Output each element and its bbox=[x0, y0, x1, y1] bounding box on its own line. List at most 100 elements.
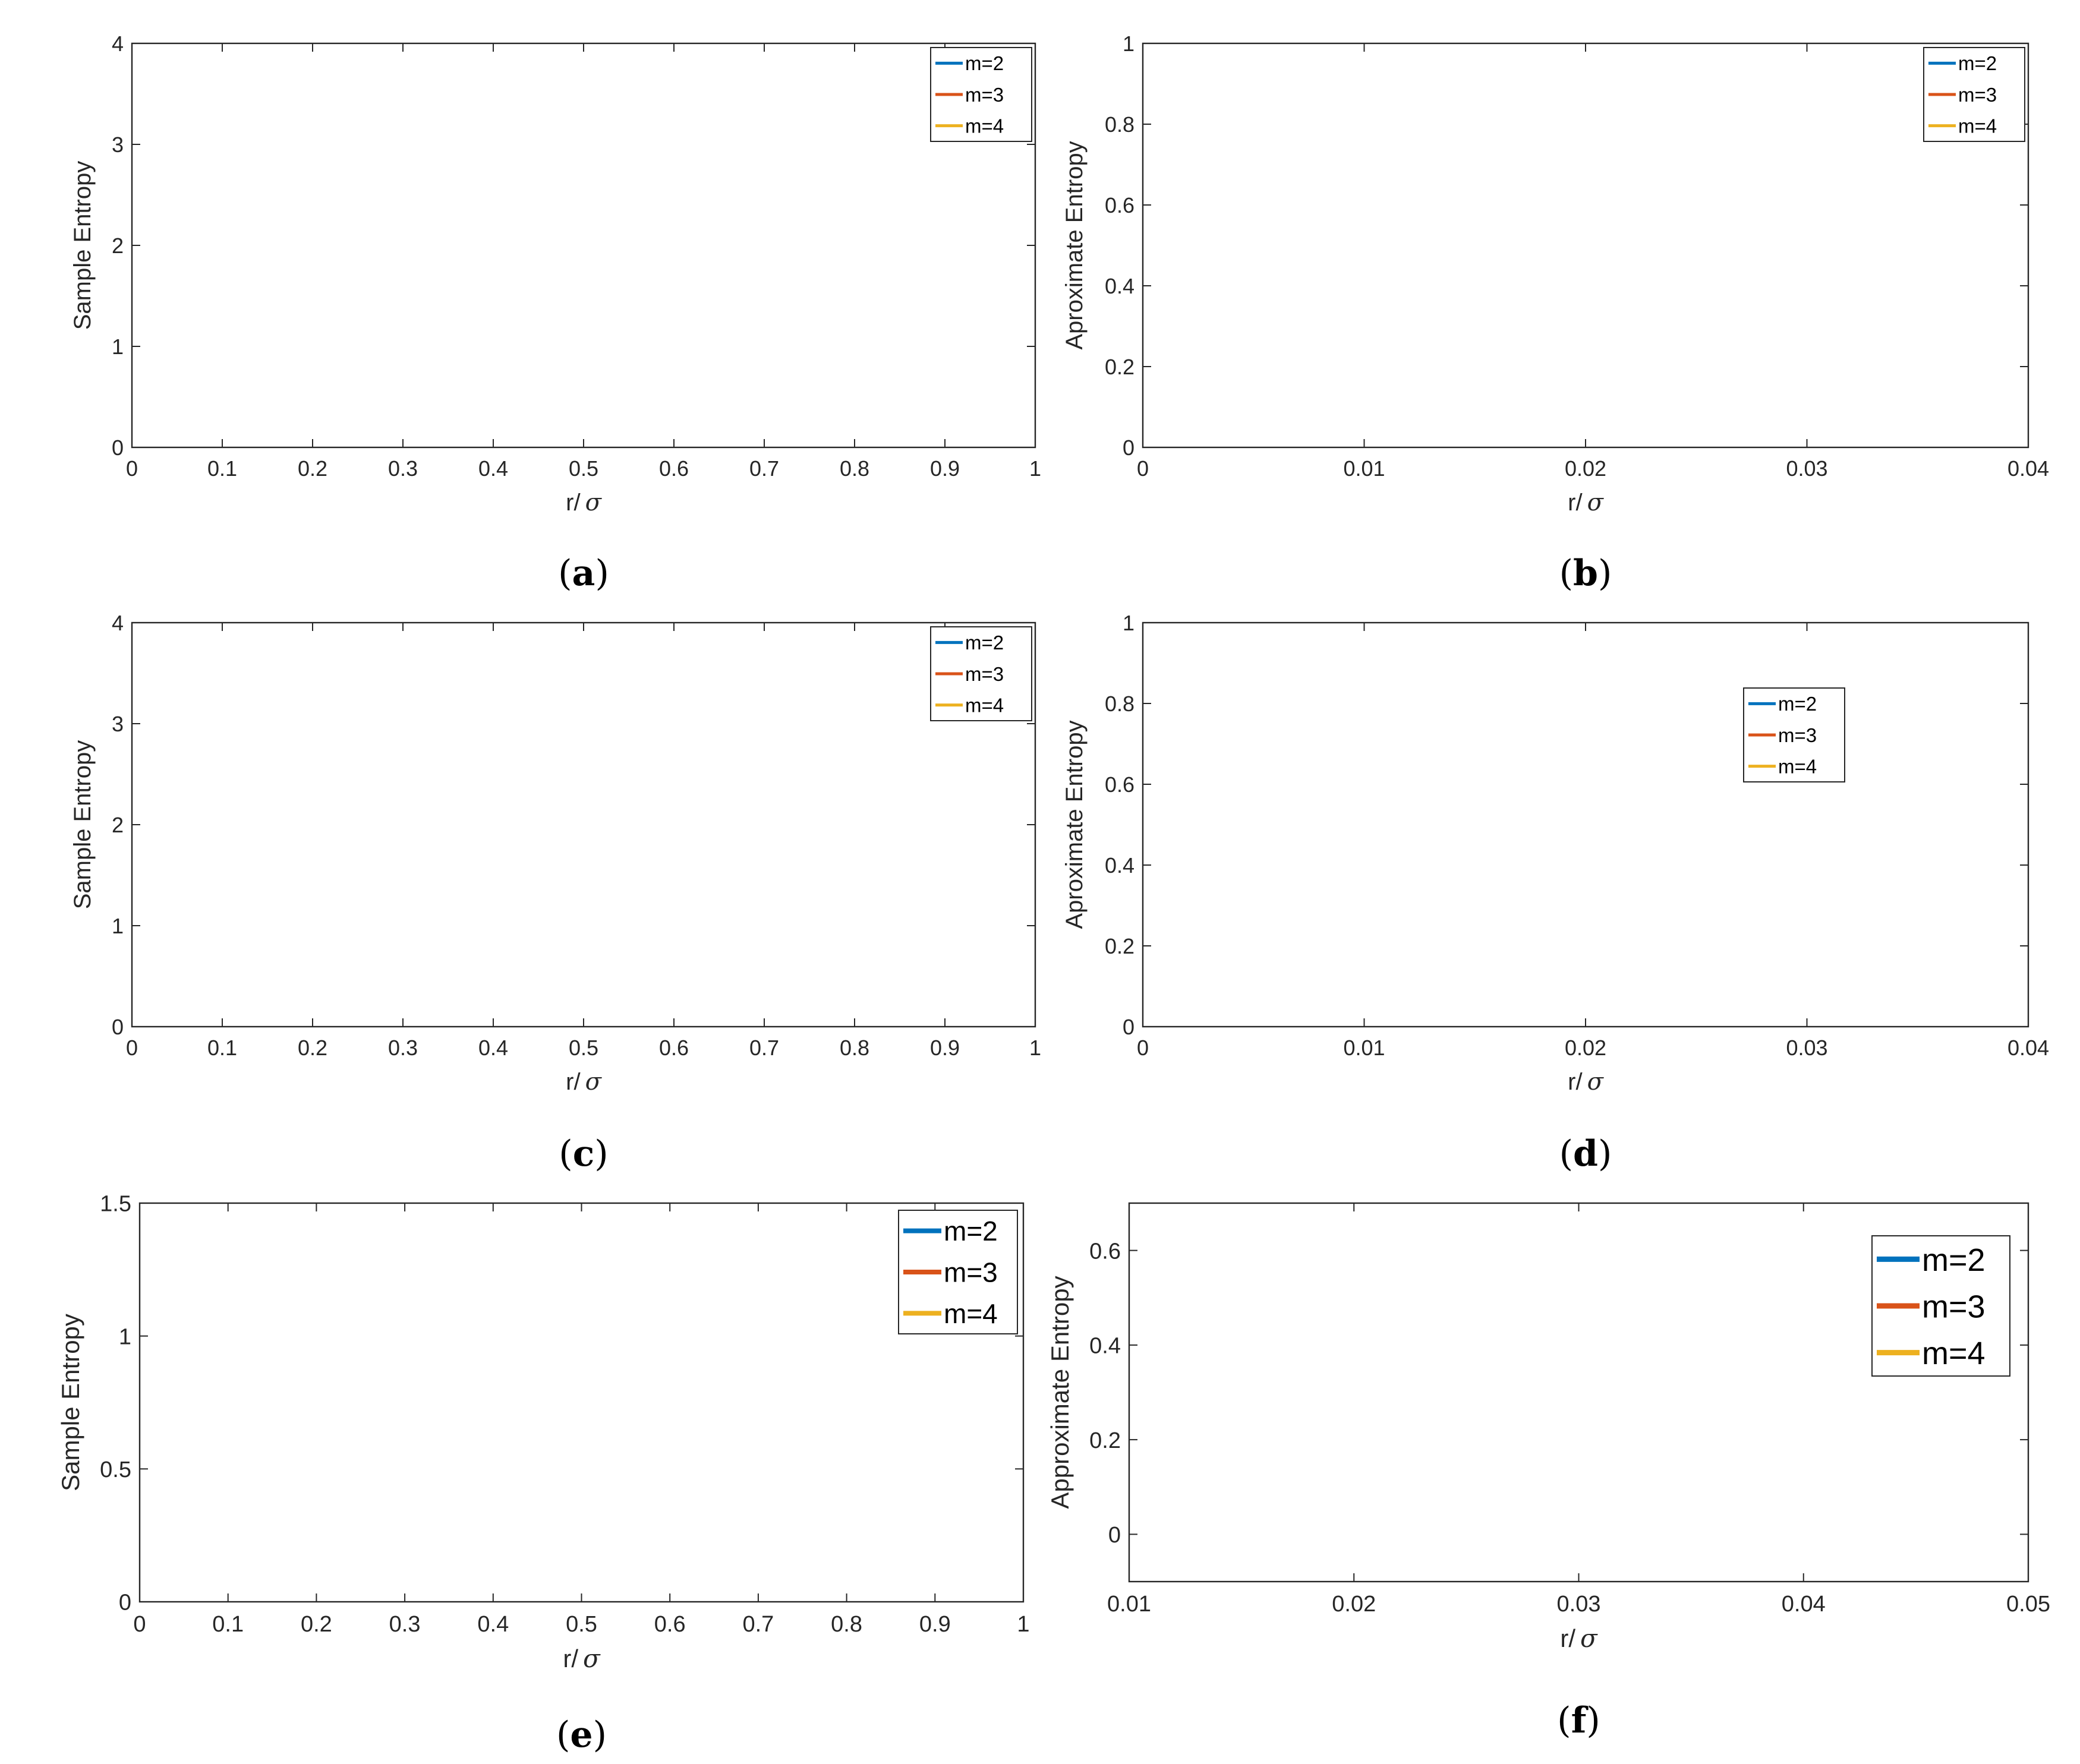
x-tick-label: 0.01 bbox=[1343, 456, 1385, 481]
x-axis-title: r/σ bbox=[566, 489, 602, 516]
x-tick-label: 0.6 bbox=[654, 1612, 686, 1637]
x-tick-label: 0.01 bbox=[1107, 1592, 1151, 1617]
x-tick-label: 0.4 bbox=[477, 1612, 509, 1637]
legend: m=2 m=3 m=4 bbox=[930, 626, 1032, 721]
x-tick-label: 0.6 bbox=[659, 456, 689, 481]
x-tick-label: 0.5 bbox=[569, 1036, 598, 1060]
legend: m=2 m=3 m=4 bbox=[1743, 687, 1845, 782]
y-tick-label: 0 bbox=[1108, 1523, 1121, 1548]
x-axis-title-text: r/ bbox=[1568, 1069, 1583, 1095]
x-tick-label: 0.1 bbox=[212, 1612, 244, 1637]
legend-label: m=3 bbox=[944, 1257, 998, 1288]
legend-label: m=4 bbox=[944, 1298, 998, 1329]
legend: m=2 m=3 m=4 bbox=[1871, 1235, 2010, 1377]
caption-open-paren: ( bbox=[556, 1714, 570, 1756]
y-tick-label: 0.6 bbox=[1105, 193, 1134, 217]
legend-label: m=4 bbox=[1778, 756, 1817, 778]
axes-frame bbox=[1142, 621, 2029, 1028]
x-tick-label: 0.02 bbox=[1565, 1036, 1606, 1060]
chart-panel-a: 0 0.1 0.2 0.3 0.4 0.5 0.6 0.7 0.8 0.9 1 0 1 2 3 4 r/σ Sam… bbox=[70, 31, 1041, 594]
x-tick-label: 0.7 bbox=[749, 1036, 779, 1060]
axes-frame bbox=[138, 1202, 1025, 1603]
legend-label: m=2 bbox=[965, 52, 1004, 74]
y-tick-label: 0.4 bbox=[1105, 853, 1134, 878]
y-tick-label: 1 bbox=[1123, 31, 1134, 56]
caption-close-paren: ) bbox=[595, 553, 609, 594]
chart-panel-c: 0 0.1 0.2 0.3 0.4 0.5 0.6 0.7 0.8 0.9 1 0 1 2 3 4 r/σ Sam… bbox=[70, 611, 1041, 1175]
x-axis-title-text: r/ bbox=[1568, 490, 1583, 516]
x-tick-label: 0.01 bbox=[1343, 1036, 1385, 1060]
x-tick-label: 0.5 bbox=[569, 456, 598, 481]
x-axis-title: r/σ bbox=[1568, 1068, 1604, 1096]
x-tick-label: 0.4 bbox=[478, 1036, 508, 1060]
axes-frame bbox=[131, 42, 1036, 449]
y-axis-title: Aproximate Entropy bbox=[1061, 141, 1088, 349]
caption-open-paren: ( bbox=[558, 553, 572, 594]
x-tick-label: 0.04 bbox=[2007, 1036, 2049, 1060]
x-tick-label: 0.7 bbox=[749, 456, 779, 481]
y-tick-label: 0 bbox=[112, 436, 124, 460]
x-tick-label: 0.03 bbox=[1786, 456, 1827, 481]
x-tick-label: 0.8 bbox=[840, 1036, 869, 1060]
y-tick-label: 1 bbox=[1123, 611, 1134, 635]
legend-label: m=3 bbox=[1958, 84, 1997, 106]
x-axis-title-symbol: σ bbox=[1587, 489, 1605, 516]
y-tick-label: 0 bbox=[119, 1591, 131, 1615]
x-tick-label: 0.9 bbox=[930, 456, 960, 481]
y-tick-label: 0.8 bbox=[1105, 692, 1134, 716]
x-tick-label: 0.04 bbox=[1782, 1592, 1826, 1617]
caption-open-paren: ( bbox=[559, 1133, 572, 1175]
y-axis-title: Sample Entropy bbox=[70, 161, 96, 330]
x-axis-title: r/σ bbox=[1568, 489, 1604, 516]
x-tick-label: 0.03 bbox=[1557, 1592, 1601, 1617]
x-tick-label: 0.2 bbox=[298, 456, 327, 481]
panel-caption: (c) bbox=[559, 1133, 608, 1175]
x-axis-title-symbol: σ bbox=[1580, 1624, 1598, 1653]
x-tick-label: 0.02 bbox=[1565, 456, 1606, 481]
chart-panel-f: 0.01 0.02 0.03 0.04 0.05 0 0.2 0.4 0.6 r/σ Approxi… bbox=[1046, 1202, 2050, 1741]
y-tick-label: 3 bbox=[112, 712, 124, 736]
x-axis-title: r/σ bbox=[566, 1068, 602, 1096]
y-tick-label: 3 bbox=[112, 132, 124, 157]
caption-close-paren: ) bbox=[1598, 1133, 1612, 1175]
chart-panel-d: 0 0.01 0.02 0.03 0.04 0 0.2 0.4 0.6 0.8 1 r/σ Aproxi… bbox=[1061, 611, 2049, 1175]
y-tick-label: 0 bbox=[1123, 1015, 1134, 1039]
y-axis-title: Aproximate Entropy bbox=[1061, 720, 1088, 929]
y-axis-title: Sample Entropy bbox=[56, 1314, 84, 1491]
y-tick-label: 0.2 bbox=[1105, 355, 1134, 379]
legend-label: m=4 bbox=[1922, 1336, 1986, 1371]
x-tick-label: 0.9 bbox=[930, 1036, 960, 1060]
y-tick-label: 4 bbox=[112, 611, 124, 635]
panel-caption: (a) bbox=[558, 553, 609, 594]
x-axis-title-text: r/ bbox=[563, 1645, 578, 1673]
x-tick-label: 1 bbox=[1029, 1036, 1041, 1060]
x-axis-title: r/σ bbox=[563, 1644, 601, 1673]
x-tick-label: 0.8 bbox=[831, 1612, 862, 1637]
panel-caption: (f) bbox=[1557, 1700, 1600, 1741]
caption-close-paren: ) bbox=[1586, 1700, 1600, 1741]
x-tick-label: 0 bbox=[1137, 1036, 1149, 1060]
caption-open-paren: ( bbox=[1559, 553, 1573, 594]
caption-close-paren: ) bbox=[1598, 553, 1612, 594]
x-tick-label: 0.7 bbox=[742, 1612, 774, 1637]
y-tick-label: 0.6 bbox=[1089, 1239, 1121, 1264]
legend-label: m=2 bbox=[944, 1216, 998, 1247]
x-tick-label: 0.3 bbox=[388, 456, 418, 481]
x-tick-label: 0.2 bbox=[298, 1036, 327, 1060]
legend: m=2 m=3 m=4 bbox=[930, 47, 1032, 142]
x-tick-label: 0 bbox=[1137, 456, 1149, 481]
y-tick-label: 0.4 bbox=[1105, 274, 1134, 298]
x-tick-label: 1 bbox=[1029, 456, 1041, 481]
legend: m=2 m=3 m=4 bbox=[898, 1210, 1018, 1334]
x-axis-title-symbol: σ bbox=[585, 1068, 603, 1096]
caption-close-paren: ) bbox=[594, 1133, 608, 1175]
caption-close-paren: ) bbox=[593, 1714, 607, 1756]
legend-label: m=3 bbox=[1778, 724, 1817, 746]
legend-label: m=3 bbox=[965, 663, 1004, 685]
y-tick-label: 0 bbox=[112, 1015, 124, 1039]
x-axis-title-text: r/ bbox=[566, 1069, 581, 1095]
chart-panel-e: 0 0.1 0.2 0.3 0.4 0.5 0.6 0.7 0.8 0.9 1 0 0.5 1 1.5 r/σ… bbox=[56, 1192, 1030, 1756]
caption-letter: d bbox=[1573, 1133, 1598, 1175]
axes-frame bbox=[131, 621, 1036, 1028]
